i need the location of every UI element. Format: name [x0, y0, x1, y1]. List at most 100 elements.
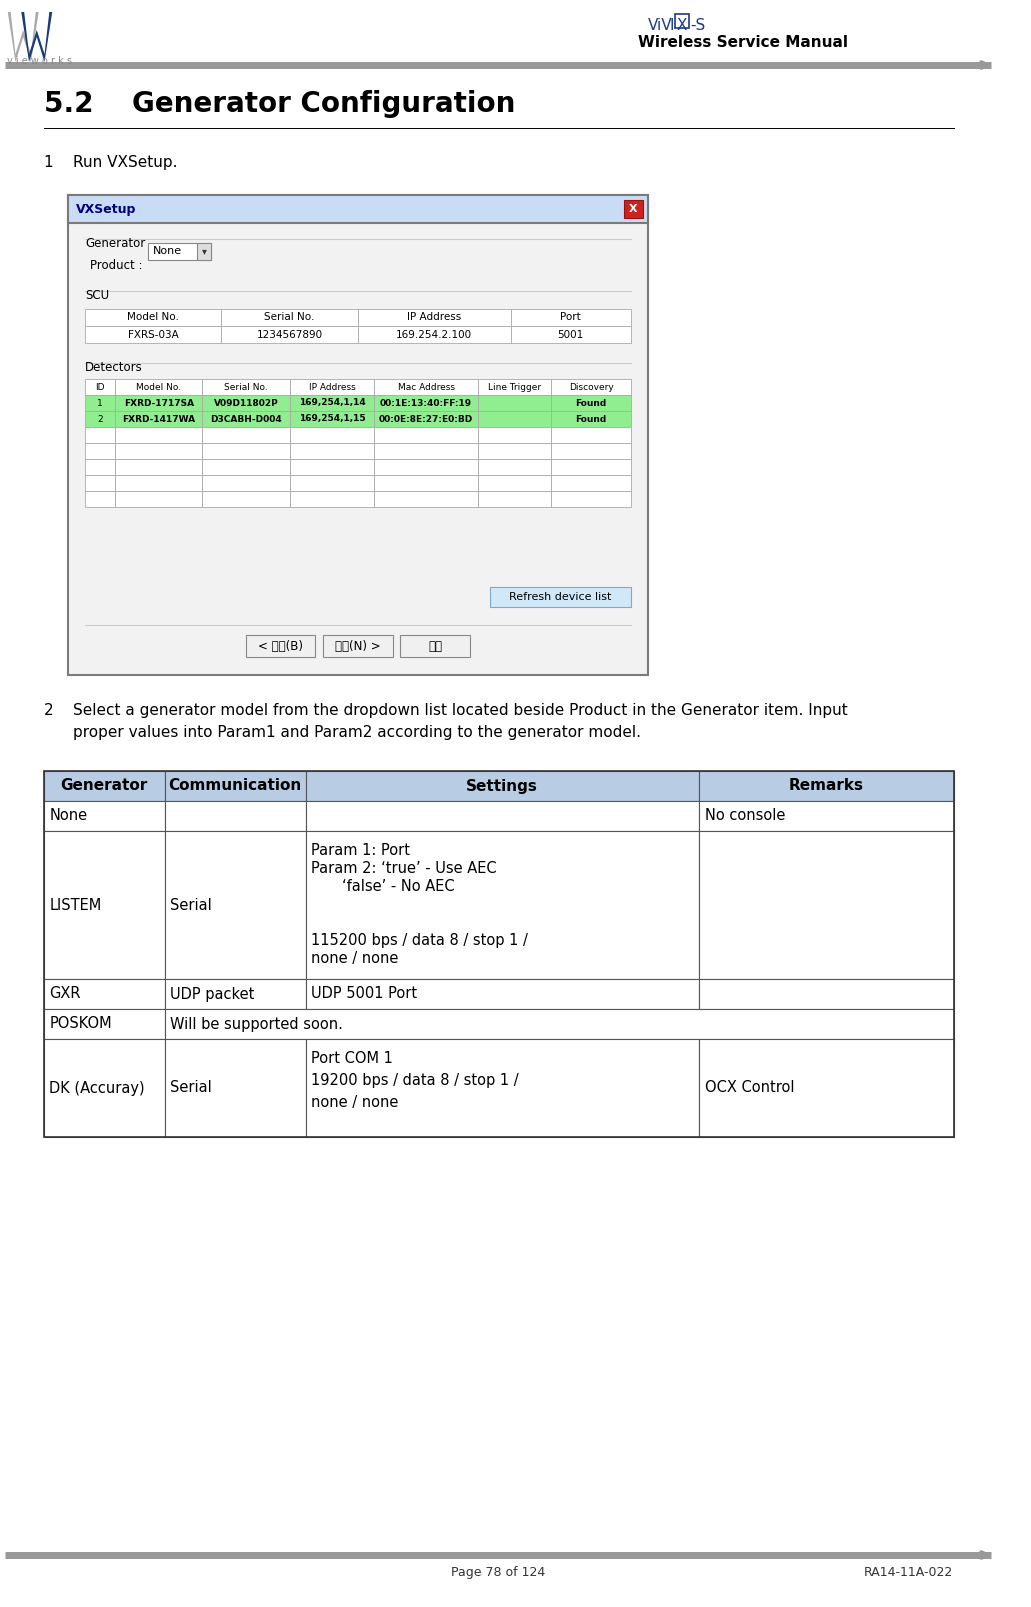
- Bar: [165, 771, 305, 800]
- Text: No console: No console: [704, 808, 785, 823]
- Bar: [202, 492, 290, 506]
- Text: Generator: Generator: [61, 778, 147, 794]
- Bar: [290, 444, 374, 460]
- Bar: [165, 979, 305, 1009]
- Bar: [115, 411, 202, 427]
- Bar: [477, 427, 552, 444]
- Bar: [305, 831, 699, 979]
- Bar: [290, 379, 374, 395]
- Text: LISTEM: LISTEM: [49, 897, 102, 913]
- Bar: [552, 379, 631, 395]
- Bar: [86, 444, 115, 460]
- Bar: [115, 460, 202, 476]
- Bar: [43, 771, 954, 1138]
- Bar: [477, 476, 552, 492]
- Bar: [510, 326, 631, 342]
- Text: Product :: Product :: [90, 259, 142, 272]
- Text: 다음(N) >: 다음(N) >: [335, 640, 380, 652]
- Bar: [699, 771, 954, 800]
- Text: POSKOM: POSKOM: [49, 1017, 112, 1032]
- Text: 취소: 취소: [428, 640, 442, 652]
- Text: v i e w o r k s: v i e w o r k s: [7, 56, 72, 66]
- Bar: [290, 395, 374, 411]
- Text: < 뒤로(B): < 뒤로(B): [258, 640, 303, 652]
- Text: Select a generator model from the dropdown list located beside Product in the Ge: Select a generator model from the dropdo…: [72, 702, 847, 718]
- Bar: [43, 800, 165, 831]
- Text: VXSetup: VXSetup: [75, 202, 136, 215]
- Bar: [290, 460, 374, 476]
- Text: 5.2    Generator Configuration: 5.2 Generator Configuration: [43, 90, 514, 117]
- Text: Serial No.: Serial No.: [265, 312, 314, 323]
- Text: 2: 2: [43, 702, 54, 718]
- Bar: [552, 411, 631, 427]
- Text: Serial: Serial: [170, 1080, 212, 1096]
- Bar: [374, 395, 477, 411]
- Bar: [202, 460, 290, 476]
- Text: 1234567890: 1234567890: [257, 329, 323, 339]
- Bar: [165, 1040, 305, 1138]
- Bar: [552, 395, 631, 411]
- Text: 169,254,1,15: 169,254,1,15: [299, 415, 365, 424]
- Text: Param 2: ‘true’ - Use AEC: Param 2: ‘true’ - Use AEC: [311, 861, 497, 876]
- Bar: [202, 379, 290, 395]
- Bar: [86, 395, 115, 411]
- Text: Mac Address: Mac Address: [398, 382, 455, 392]
- Text: OCX Control: OCX Control: [704, 1080, 794, 1096]
- Bar: [86, 427, 115, 444]
- Bar: [305, 800, 699, 831]
- Text: Model No.: Model No.: [136, 382, 181, 392]
- Bar: [477, 460, 552, 476]
- Bar: [165, 831, 305, 979]
- Bar: [68, 194, 648, 675]
- Text: 1: 1: [43, 154, 54, 170]
- Polygon shape: [22, 11, 53, 63]
- Bar: [148, 243, 211, 260]
- Bar: [115, 427, 202, 444]
- Bar: [290, 492, 374, 506]
- Text: X: X: [629, 204, 638, 214]
- Bar: [115, 476, 202, 492]
- Text: FXRD-1717SA: FXRD-1717SA: [124, 399, 194, 408]
- Bar: [305, 979, 699, 1009]
- Bar: [552, 444, 631, 460]
- Bar: [86, 326, 222, 342]
- Bar: [477, 411, 552, 427]
- Bar: [197, 243, 211, 260]
- Text: Page 78 of 124: Page 78 of 124: [451, 1565, 545, 1580]
- Bar: [290, 427, 374, 444]
- Bar: [675, 14, 689, 27]
- Text: none / none: none / none: [311, 1094, 399, 1110]
- Bar: [491, 587, 631, 607]
- Bar: [552, 427, 631, 444]
- Text: 5001: 5001: [558, 329, 584, 339]
- Text: proper values into Param1 and Param2 according to the generator model.: proper values into Param1 and Param2 acc…: [72, 725, 640, 739]
- Bar: [374, 427, 477, 444]
- Text: Port: Port: [560, 312, 580, 323]
- Text: V09D11802P: V09D11802P: [213, 399, 278, 408]
- Text: 2: 2: [97, 415, 103, 424]
- Bar: [477, 492, 552, 506]
- Text: 19200 bps / data 8 / stop 1 /: 19200 bps / data 8 / stop 1 /: [311, 1073, 519, 1088]
- Text: X: X: [676, 18, 687, 34]
- Bar: [699, 800, 954, 831]
- Text: Refresh device list: Refresh device list: [509, 591, 611, 603]
- Text: Model No.: Model No.: [128, 312, 179, 323]
- Bar: [68, 194, 648, 223]
- Bar: [477, 379, 552, 395]
- Bar: [86, 379, 115, 395]
- Bar: [115, 492, 202, 506]
- Text: ‘false’ - No AEC: ‘false’ - No AEC: [342, 879, 455, 893]
- Text: ViV: ViV: [648, 18, 672, 34]
- Bar: [374, 379, 477, 395]
- Bar: [305, 771, 699, 800]
- Bar: [222, 326, 358, 342]
- Bar: [374, 411, 477, 427]
- Bar: [477, 395, 552, 411]
- Text: Serial: Serial: [170, 897, 212, 913]
- Bar: [374, 460, 477, 476]
- Text: 00:0E:8E:27:E0:BD: 00:0E:8E:27:E0:BD: [379, 415, 473, 424]
- Bar: [624, 199, 643, 219]
- Bar: [552, 460, 631, 476]
- Bar: [222, 309, 358, 326]
- Text: Param 1: Port: Param 1: Port: [311, 844, 410, 858]
